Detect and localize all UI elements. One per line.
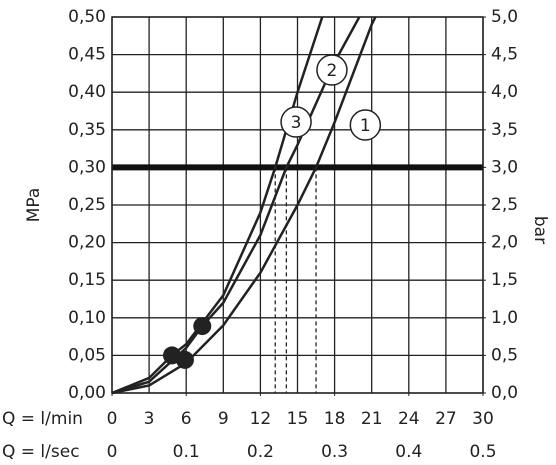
x2-tick-label: 0.2 [247, 442, 274, 461]
y-tick-label: 0,30 [68, 157, 106, 177]
plot-frame [111, 16, 484, 394]
x-tick-label: 3 [144, 409, 155, 429]
x-tick-label: 0 [107, 409, 118, 429]
y2-tick-label: 0,5 [491, 345, 518, 365]
curve-label-circle [349, 109, 382, 141]
y-tick-label: 0,25 [68, 195, 106, 215]
y-tick-label: 0,50 [68, 7, 106, 27]
x2-axis-label: Q = l/sec [2, 442, 80, 461]
y2-tick-label: 0,0 [491, 383, 518, 403]
curve-label-circle [316, 54, 348, 86]
curve-label-circle [280, 106, 312, 138]
y2-tick-label: 3,5 [491, 120, 518, 140]
y2-axis-label: bar [530, 216, 550, 244]
y2-tick-label: 4,0 [491, 82, 518, 102]
curve-label: 1 [360, 116, 371, 136]
y2-tick-label: 1,0 [491, 308, 518, 328]
y2-tick-label: 3,0 [491, 157, 518, 177]
y2-tick-label: 2,0 [491, 233, 518, 253]
x2-tick-label: 0.5 [469, 442, 496, 461]
y-tick-label: 0,15 [68, 270, 106, 290]
y-tick-label: 0,20 [68, 233, 106, 253]
curve-label: 3 [291, 113, 302, 133]
y2-tick-label: 2,5 [491, 195, 518, 215]
x2-tick-label: 0.4 [395, 442, 422, 461]
x-tick-label: 27 [435, 409, 457, 429]
y-tick-label: 0,40 [68, 82, 106, 102]
curve [111, 16, 377, 395]
y-tick-label: 0,35 [68, 120, 106, 140]
curve [111, 16, 361, 395]
x2-tick-label: 0.1 [173, 442, 200, 461]
x-tick-label: 21 [361, 409, 383, 429]
y-tick-label: 0,00 [68, 383, 106, 403]
curve-label: 2 [327, 61, 338, 81]
x-tick-label: 24 [398, 409, 420, 429]
y-axis-label: MPa [24, 188, 44, 223]
y-tick-label: 0,10 [68, 308, 106, 328]
x-axis-label: Q = l/min [2, 409, 83, 429]
y2-tick-label: 1,5 [491, 270, 518, 290]
x-tick-label: 30 [472, 409, 494, 429]
y2-tick-label: 5,0 [491, 7, 518, 27]
x-tick-label: 12 [250, 409, 272, 429]
x-tick-label: 18 [324, 409, 346, 429]
y-tick-label: 0,05 [68, 345, 106, 365]
y2-tick-label: 4,5 [491, 45, 518, 65]
y-tick-label: 0,45 [68, 45, 106, 65]
x2-tick-label: 0 [107, 442, 118, 461]
point [175, 350, 194, 369]
x-tick-label: 15 [287, 409, 309, 429]
x2-tick-label: 0.3 [321, 442, 348, 461]
point [193, 317, 212, 336]
x-tick-label: 6 [181, 409, 192, 429]
x-tick-label: 9 [218, 409, 229, 429]
